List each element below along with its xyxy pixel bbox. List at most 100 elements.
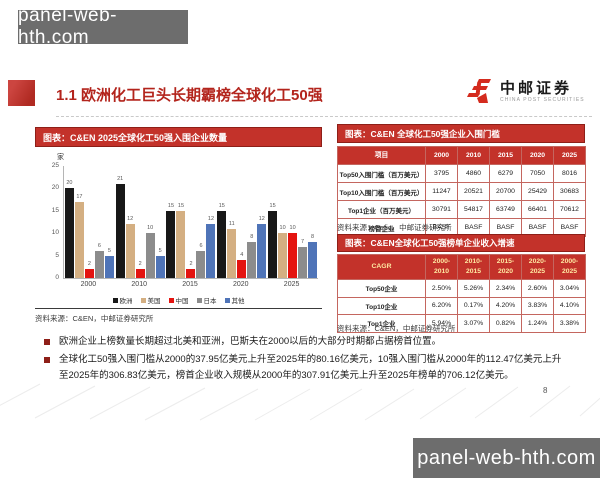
bar-value-label: 11 bbox=[228, 220, 235, 227]
bar-value-label: 6 bbox=[199, 243, 203, 250]
logo-en-text: CHINA POST SECURITIES bbox=[500, 96, 585, 103]
bar-group-2010: 21 12 2 10 5 bbox=[115, 176, 165, 278]
bar-value-label: 17 bbox=[76, 193, 83, 200]
header-accent-square bbox=[8, 80, 35, 106]
table-cell: 2.34% bbox=[489, 279, 522, 298]
x-tick-label: 2015 bbox=[182, 281, 198, 288]
logo-cn-text: 中邮证券 bbox=[500, 79, 573, 97]
table-cell: 3.07% bbox=[457, 314, 490, 333]
chart-bar: 10 bbox=[278, 225, 288, 278]
bar-value-label: 21 bbox=[117, 175, 124, 182]
brand-logo: 中邮证券 CHINA POST SECURITIES bbox=[466, 77, 585, 105]
bar-value-label: 15 bbox=[218, 202, 225, 209]
bar-value-label: 12 bbox=[258, 216, 265, 223]
x-axis-labels: 2000 2010 2015 2020 2025 bbox=[63, 281, 317, 288]
table-cell: 3.04% bbox=[553, 279, 586, 298]
bar-value-label: 4 bbox=[240, 252, 244, 259]
bar-value-label: 10 bbox=[279, 225, 286, 232]
watermark-bottom: panel-web-hth.com bbox=[413, 438, 600, 478]
legend-item: 欧洲 bbox=[112, 295, 133, 305]
table-header-cell: 2020 bbox=[521, 146, 554, 165]
legend-label: 美国 bbox=[147, 298, 161, 305]
table-cell: 2.50% bbox=[425, 279, 458, 298]
bar-group-2015: 15 15 2 6 12 bbox=[166, 203, 216, 278]
chart-bar: 2 bbox=[84, 261, 94, 278]
x-tick-label: 2000 bbox=[80, 281, 97, 288]
chart-legend: 欧洲 美国 中国 日本 其他 bbox=[35, 295, 322, 305]
table-row-label: Top1企业 bbox=[337, 314, 426, 333]
bar-value-label: 2 bbox=[138, 261, 142, 268]
bar-value-label: 5 bbox=[107, 247, 111, 254]
table-row: Top10入围门槛（百万美元） 11247 20521 20700 25429 30683 bbox=[337, 182, 586, 201]
bullet-list: 欧洲企业上榜数量长期超过北美和亚洲，巴斯夫在2000以后的大部分时期都占据榜首位… bbox=[44, 334, 566, 386]
table-row-label: Top50企业 bbox=[337, 279, 426, 298]
y-tick-label: 0 bbox=[55, 274, 59, 281]
table-cell: 8016 bbox=[553, 164, 586, 183]
table-cell: 66401 bbox=[521, 200, 554, 219]
table-header-cell: 项目 bbox=[337, 146, 426, 165]
table-cell: 70612 bbox=[553, 200, 586, 219]
table-cell: 30791 bbox=[425, 200, 458, 219]
chart-bar: 2 bbox=[186, 261, 196, 278]
table1-caption-bar: 图表：C&EN 全球化工50强企业入围门槛 bbox=[337, 124, 585, 143]
table-cell: 6.20% bbox=[425, 296, 458, 315]
bar-value-label: 8 bbox=[311, 234, 315, 241]
table-cell: 25429 bbox=[521, 182, 554, 201]
bullet-text: 全球化工50强入围门槛从2000的37.95亿美元上升至2025年的80.16亿… bbox=[59, 353, 562, 382]
bar-value-label: 8 bbox=[250, 234, 254, 241]
bar-value-label: 12 bbox=[127, 216, 134, 223]
chart-bar: 21 bbox=[115, 176, 125, 278]
table-cell: 7050 bbox=[521, 164, 554, 183]
table-cell: 4860 bbox=[457, 164, 490, 183]
bar-value-label: 15 bbox=[269, 202, 276, 209]
chart-bar: 15 bbox=[217, 203, 227, 278]
table-header-cell: 2015 bbox=[489, 146, 522, 165]
watermark-top: panel-web-hth.com bbox=[18, 5, 188, 48]
chart-bar: 6 bbox=[196, 243, 206, 278]
bar-value-label: 2 bbox=[87, 261, 91, 268]
table-cell: 20700 bbox=[489, 182, 522, 201]
table-cell: 2.60% bbox=[521, 279, 554, 298]
legend-swatch-icon bbox=[168, 297, 174, 303]
chart-bar: 15 bbox=[176, 203, 186, 278]
bar-value-label: 10 bbox=[289, 225, 296, 232]
chart-bar: 15 bbox=[268, 203, 278, 278]
chart-bar: 8 bbox=[247, 234, 257, 278]
table-row: Top50入围门槛（百万美元） 3795 4860 6279 7050 8016 bbox=[337, 164, 586, 183]
table-row-label: Top10入围门槛（百万美元） bbox=[337, 182, 426, 201]
table-header-row: 项目 2000 2010 2015 2020 2025 bbox=[337, 146, 586, 165]
bar-value-label: 2 bbox=[189, 261, 193, 268]
legend-label: 欧洲 bbox=[119, 298, 133, 305]
chart-bar: 12 bbox=[206, 216, 216, 278]
chart-bar: 20 bbox=[64, 180, 74, 278]
chart-bar: 5 bbox=[104, 248, 114, 278]
legend-item: 美国 bbox=[140, 295, 161, 305]
table-header-cell: 2010- 2015 bbox=[457, 254, 490, 280]
table-header-cell: 2025 bbox=[553, 146, 586, 165]
bullet-square-icon bbox=[44, 339, 50, 345]
table2-source-note: 资料来源：C&EN，中邮证券研究所 bbox=[337, 324, 456, 333]
chart-caption-bar: 图表：C&EN 2025全球化工50强入围企业数量 bbox=[35, 127, 322, 147]
y-axis-ticks: 0 5 10 15 20 25 bbox=[35, 162, 61, 281]
chart-bar: 10 bbox=[288, 225, 298, 278]
chart-bar: 8 bbox=[308, 234, 318, 278]
header-divider bbox=[56, 116, 592, 117]
table-row: Top1企业 5.94% 3.07% 0.82% 1.24% 3.38% bbox=[337, 314, 586, 333]
table-cell: BASF bbox=[553, 218, 586, 237]
table-header-cell: 2000- 2010 bbox=[425, 254, 458, 280]
table-cell: 30683 bbox=[553, 182, 586, 201]
table-cell: 3795 bbox=[425, 164, 458, 183]
bar-group-2025: 15 10 10 7 8 bbox=[268, 203, 318, 278]
bar-value-label: 15 bbox=[167, 202, 175, 209]
page-title: 1.1 欧洲化工巨头长期霸榜全球化工50强 bbox=[56, 87, 323, 104]
y-tick-label: 10 bbox=[51, 229, 59, 237]
legend-swatch-icon bbox=[140, 297, 146, 303]
chart-bar: 15 bbox=[166, 203, 176, 278]
table-header-cell: 2020- 2025 bbox=[521, 254, 554, 280]
table-row: Top10企业 6.20% 0.17% 4.20% 3.83% 4.10% bbox=[337, 296, 586, 315]
chart-bar: 12 bbox=[125, 216, 135, 278]
bar-value-label: 15 bbox=[177, 202, 185, 209]
chart-plot-area: 20 17 2 6 5 21 12 2 10 5 15 15 2 6 12 15 11 4 8 12 15 10 10 7 8 bbox=[63, 166, 318, 279]
y-tick-label: 5 bbox=[55, 251, 59, 259]
table-cell: 0.17% bbox=[457, 296, 490, 315]
